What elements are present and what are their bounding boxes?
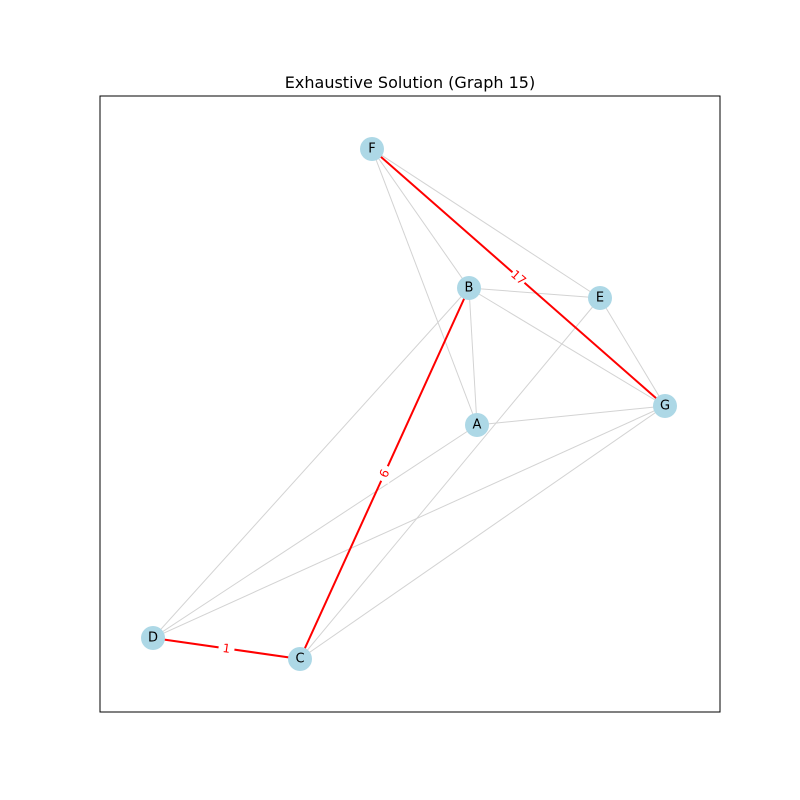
- edge-E-G: [599, 297, 666, 407]
- edge-weight-label-B-C: 6: [373, 462, 396, 485]
- plot-frame: [99, 95, 721, 713]
- node-C: C: [288, 647, 312, 671]
- node-B: B: [457, 276, 481, 300]
- node-label-F: F: [368, 142, 375, 157]
- node-label-A: A: [473, 418, 482, 433]
- node-label-B: B: [465, 281, 474, 296]
- edge-B-G: [468, 287, 666, 407]
- chart-title: Exhaustive Solution (Graph 15): [285, 73, 535, 92]
- node-label-D: D: [148, 631, 158, 646]
- edge-weight-label-bg: [507, 266, 530, 289]
- edge-B-A: [468, 287, 478, 426]
- node-E: E: [588, 286, 612, 310]
- edge-F-E: [371, 148, 601, 299]
- edge-weight-text: 1: [222, 641, 232, 656]
- edge-B-D: [152, 287, 470, 639]
- node-circle-B: [457, 276, 481, 300]
- node-circle-E: [588, 286, 612, 310]
- node-label-C: C: [295, 652, 304, 667]
- edge-weight-label-bg: [217, 639, 236, 658]
- edge-E-C: [299, 297, 601, 660]
- edge-F-B: [371, 148, 470, 289]
- edge-weight-label-D-C: 1: [217, 639, 236, 658]
- node-A: A: [465, 413, 489, 437]
- nodes-layer: A B C D E F G: [141, 137, 677, 671]
- node-D: D: [141, 626, 165, 650]
- edge-G-C: [299, 405, 666, 660]
- node-circle-A: [465, 413, 489, 437]
- edges-layer: [152, 148, 666, 660]
- edge-A-G: [476, 405, 666, 426]
- node-G: G: [653, 394, 677, 418]
- edge-weight-label-bg: [373, 462, 396, 485]
- node-circle-D: [141, 626, 165, 650]
- node-circle-C: [288, 647, 312, 671]
- node-F: F: [360, 137, 384, 161]
- edge-B-E: [468, 287, 601, 299]
- edge-F-A: [371, 148, 478, 426]
- node-circle-G: [653, 394, 677, 418]
- node-label-E: E: [596, 291, 604, 306]
- edge-weight-label-F-G: 17: [507, 266, 530, 289]
- node-circle-F: [360, 137, 384, 161]
- edge-A-D: [152, 424, 478, 639]
- edge-G-D: [152, 405, 666, 639]
- node-label-G: G: [660, 399, 670, 414]
